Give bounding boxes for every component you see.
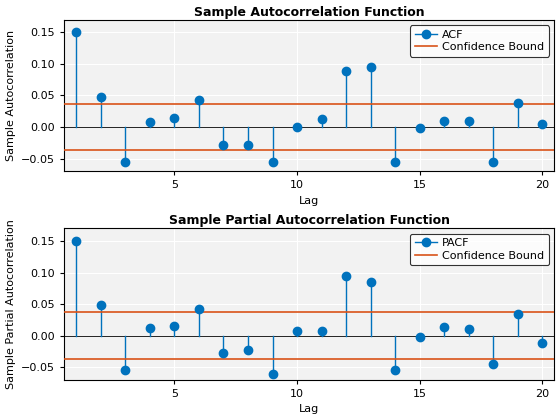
X-axis label: Lag: Lag [299,196,319,206]
Y-axis label: Sample Partial Autocorrelation: Sample Partial Autocorrelation [6,219,16,389]
Title: Sample Partial Autocorrelation Function: Sample Partial Autocorrelation Function [169,214,450,227]
Legend: PACF, Confidence Bound: PACF, Confidence Bound [410,234,549,265]
Title: Sample Autocorrelation Function: Sample Autocorrelation Function [194,5,424,18]
Legend: ACF, Confidence Bound: ACF, Confidence Bound [410,25,549,57]
X-axis label: Lag: Lag [299,404,319,415]
Y-axis label: Sample Autocorrelation: Sample Autocorrelation [6,30,16,161]
